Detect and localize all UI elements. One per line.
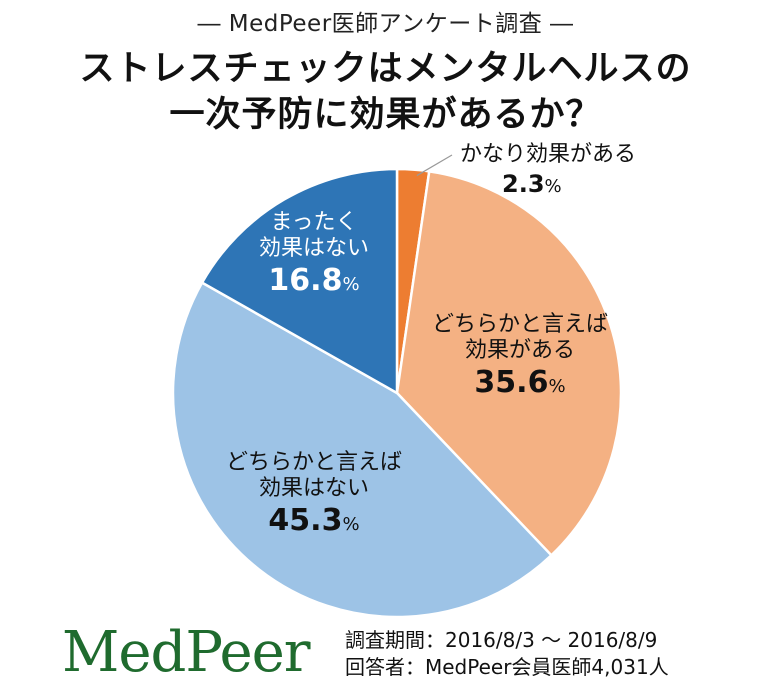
- slice-label-somewhat-ineffective: どちらかと言えば 効果はない 45.3%: [196, 450, 432, 539]
- survey-footer: 調査期間：2016/8/3 ～ 2016/8/9 回答者：MedPeer会員医師…: [345, 627, 669, 681]
- survey-header: ― MedPeer医師アンケート調査 ―: [197, 11, 574, 37]
- survey-period: 調査期間：2016/8/3 ～ 2016/8/9: [345, 628, 658, 652]
- pct-sign: %: [342, 513, 360, 535]
- leader-line: [416, 154, 453, 177]
- slice-label-somewhat-effective: どちらかと言えば 効果がある 35.6%: [402, 312, 638, 401]
- slice-label-not-effective: まったく 効果はない 16.8%: [226, 210, 402, 299]
- slice-name-somewhat-effective-1: どちらかと言えば: [431, 312, 608, 337]
- pct-sign: %: [548, 375, 566, 397]
- slice-pct-somewhat-ineffective: 45.3: [268, 502, 343, 538]
- slice-label-very-effective: かなり効果がある: [460, 142, 636, 168]
- slice-name-not-effective-2: 効果はない: [258, 236, 369, 262]
- slice-name-not-effective-1: まったく: [270, 210, 358, 235]
- slice-pct-very-effective: 2.3: [502, 170, 545, 198]
- chart-title-line-2: 一次予防に効果があるか？: [169, 95, 602, 135]
- medpeer-logo: MedPeer: [62, 620, 311, 685]
- slice-somewhat-effective: [395, 169, 623, 558]
- slice-not-effective: [200, 167, 399, 396]
- slice-name-somewhat-ineffective-1: どちらかと言えば: [225, 450, 402, 475]
- pct-sign: %: [342, 273, 360, 295]
- slice-name-somewhat-ineffective-2: 効果はない: [258, 476, 369, 502]
- slice-somewhat-ineffective: [171, 280, 554, 619]
- slice-name-very-effective: かなり効果がある: [460, 142, 637, 167]
- chart-title-line-1: ストレスチェックはメンタルヘルスの: [79, 49, 692, 89]
- slice-pct-somewhat-effective: 35.6: [474, 364, 549, 400]
- slice-name-somewhat-effective-2: 効果がある: [464, 338, 575, 364]
- pie-slices: [171, 167, 623, 619]
- survey-respondents: 回答者：MedPeer会員医師4,031人: [345, 655, 669, 679]
- slice-pct-not-effective: 16.8: [268, 262, 343, 298]
- pct-sign: %: [544, 176, 562, 197]
- slice-value-very-effective: 2.3%: [502, 170, 562, 199]
